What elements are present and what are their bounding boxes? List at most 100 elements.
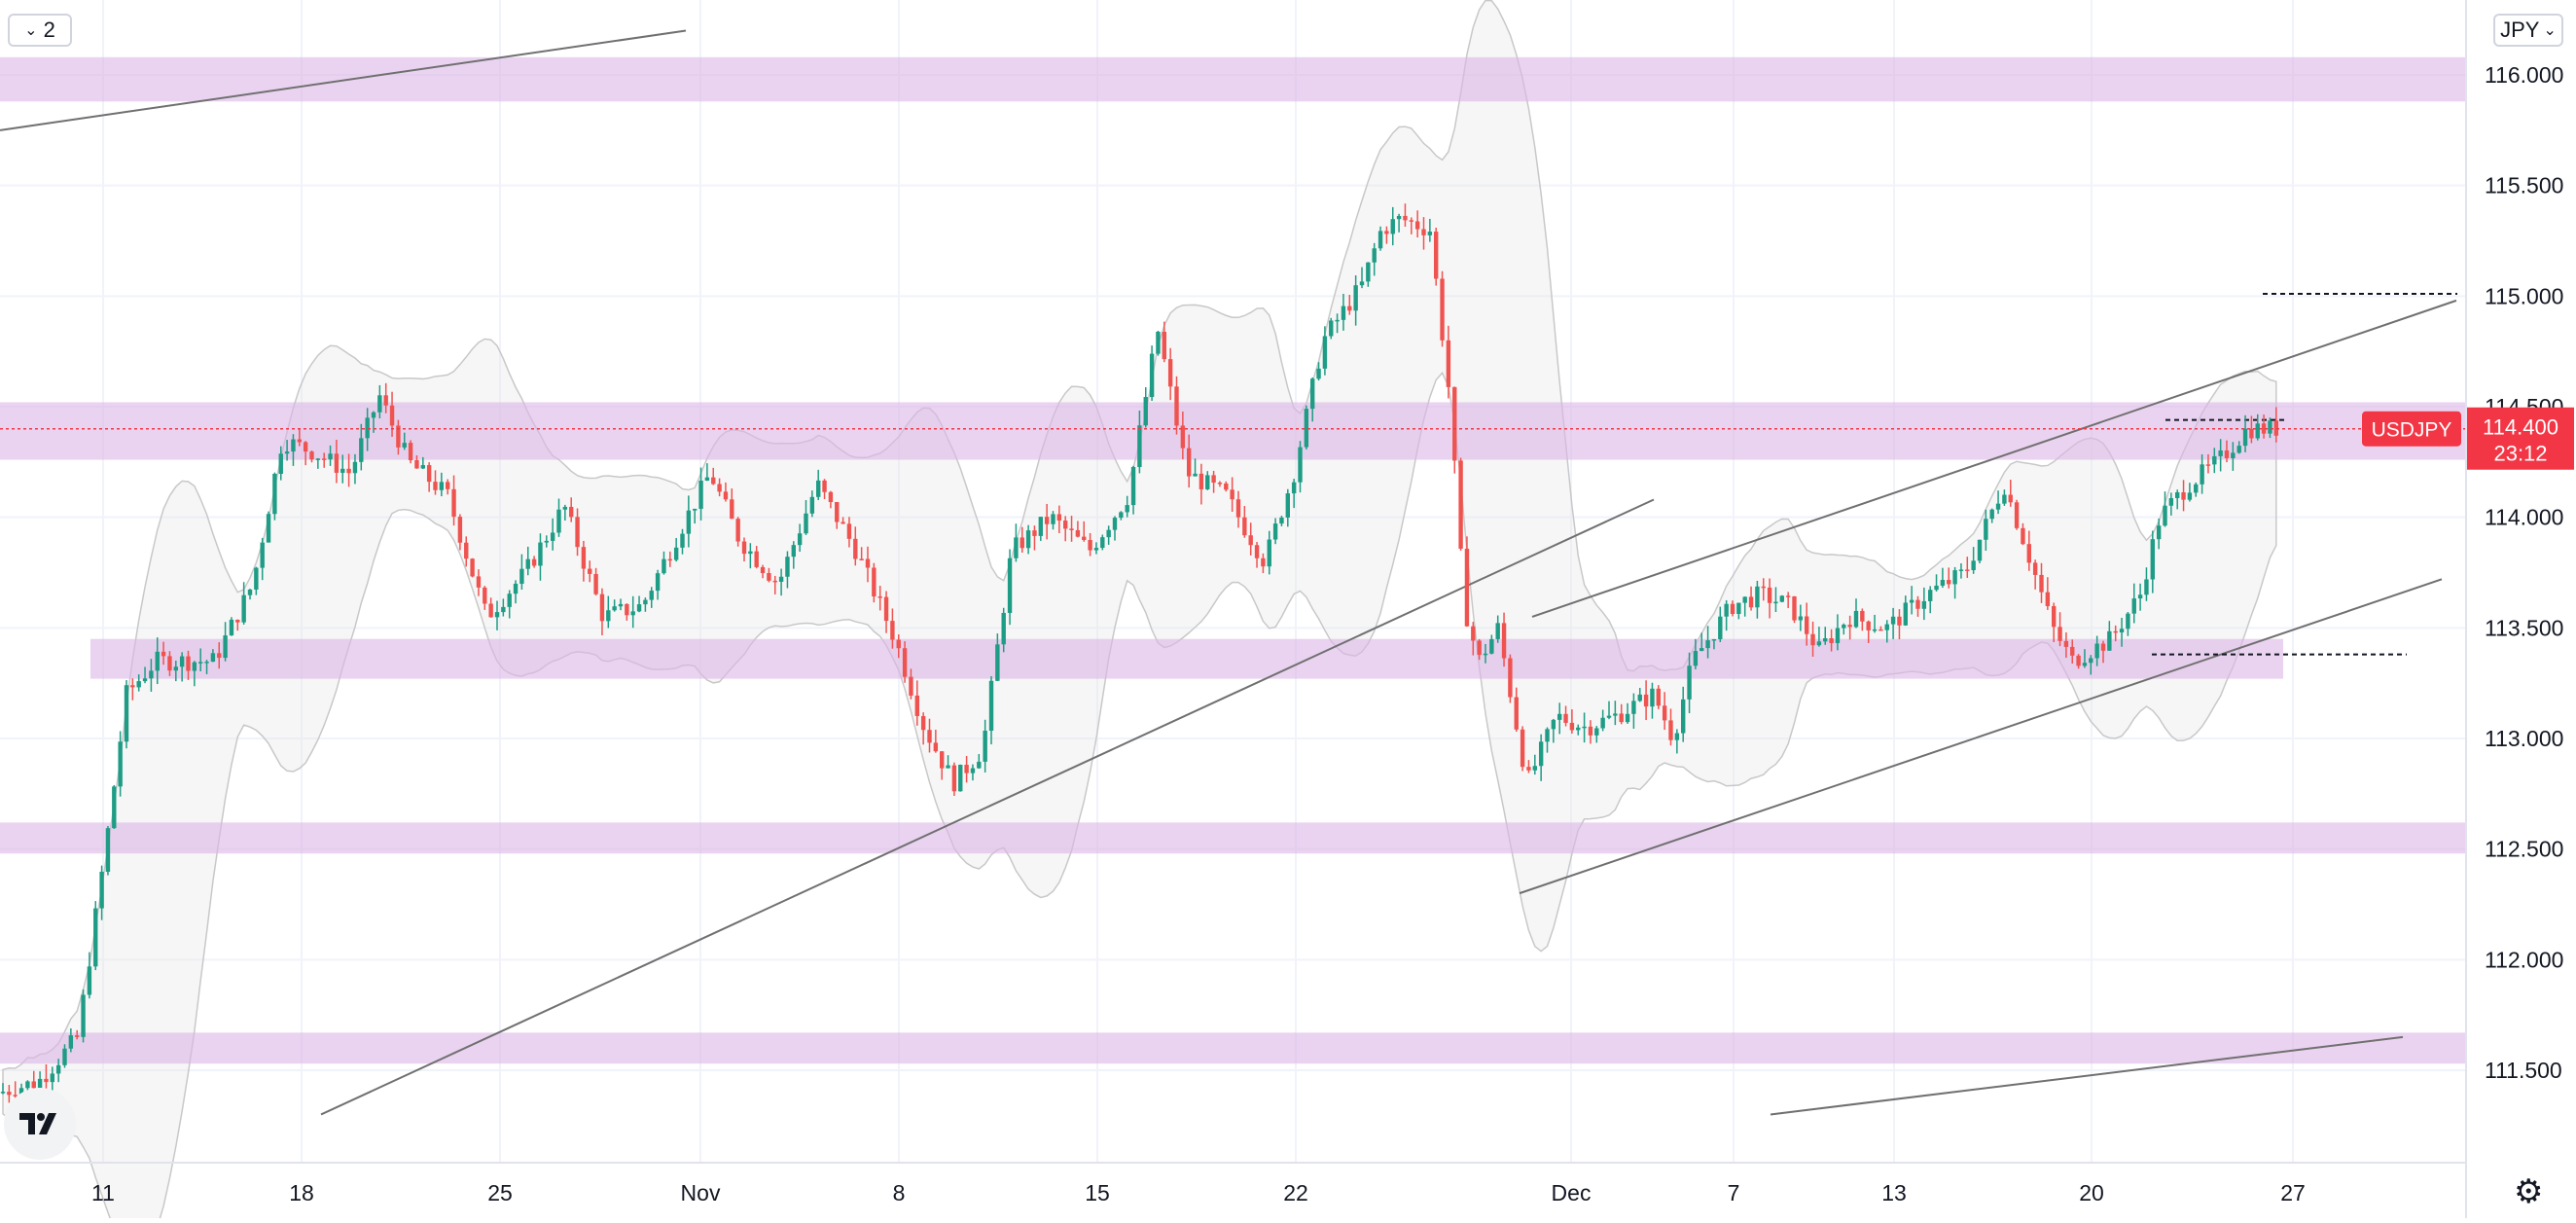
candle-50 bbox=[309, 450, 314, 463]
gear-icon[interactable]: ⚙ bbox=[2514, 1173, 2544, 1210]
interval-button[interactable]: ⌄ 2 bbox=[8, 14, 72, 47]
zone-4[interactable] bbox=[0, 1032, 2465, 1064]
trend-line-2[interactable] bbox=[1519, 578, 2443, 895]
candle-body bbox=[25, 1081, 30, 1089]
candle-56 bbox=[346, 453, 351, 487]
candle-body bbox=[519, 568, 524, 584]
candle-277 bbox=[1711, 638, 1717, 650]
candle-body bbox=[748, 551, 753, 555]
zone-0[interactable] bbox=[0, 56, 2465, 102]
x-tick-label: Dec bbox=[1552, 1180, 1592, 1205]
candle-body bbox=[1193, 473, 1198, 477]
candle-body bbox=[1298, 447, 1303, 483]
candle-294 bbox=[1816, 627, 1822, 647]
zone-2[interactable] bbox=[90, 638, 2283, 679]
candle-198 bbox=[1224, 481, 1229, 492]
candle-12 bbox=[75, 1029, 80, 1040]
candle-body bbox=[2156, 525, 2162, 540]
candle-body bbox=[2052, 605, 2057, 628]
candle-327 bbox=[2021, 522, 2025, 546]
candle-body bbox=[630, 611, 635, 616]
candle-body bbox=[303, 442, 308, 452]
candle-73 bbox=[451, 475, 456, 526]
candle-body bbox=[204, 662, 209, 664]
candle-64 bbox=[396, 419, 401, 455]
candle-365 bbox=[2255, 414, 2260, 441]
candle-body bbox=[1890, 616, 1896, 625]
candle-231 bbox=[1427, 218, 1433, 242]
candle-163 bbox=[1007, 549, 1013, 626]
candle-269 bbox=[1662, 692, 1667, 731]
candle-245 bbox=[1514, 687, 1519, 733]
tradingview-logo-icon[interactable] bbox=[4, 1088, 76, 1160]
candle-270 bbox=[1668, 708, 1673, 746]
candle-40 bbox=[247, 589, 253, 600]
candle-24 bbox=[149, 659, 154, 692]
candle-333 bbox=[2057, 612, 2062, 647]
candle-55 bbox=[340, 454, 345, 484]
y-tick-label: 112.500 bbox=[2485, 837, 2563, 862]
candle-284 bbox=[1755, 580, 1760, 619]
candle-body bbox=[1267, 539, 1271, 567]
candle-body bbox=[1001, 612, 1006, 645]
candle-229 bbox=[1414, 210, 1420, 238]
candle-204 bbox=[1261, 553, 1266, 574]
trend-line-0[interactable] bbox=[0, 29, 687, 131]
candle-173 bbox=[1069, 516, 1074, 542]
candle-222 bbox=[1372, 242, 1377, 276]
chevron-down-icon: ⌄ bbox=[24, 22, 38, 39]
candle-body bbox=[741, 541, 747, 555]
candle-151 bbox=[933, 729, 939, 753]
candle-body bbox=[1329, 320, 1334, 337]
candle-body bbox=[556, 509, 561, 533]
candle-body bbox=[593, 573, 598, 594]
candle-68 bbox=[420, 456, 425, 470]
candle-292 bbox=[1805, 602, 1809, 646]
candle-224 bbox=[1384, 226, 1389, 244]
candle-18 bbox=[112, 784, 117, 829]
candle-body bbox=[717, 484, 722, 492]
zone-1[interactable] bbox=[0, 402, 2465, 460]
candle-180 bbox=[1112, 516, 1118, 541]
candle-54 bbox=[334, 439, 340, 484]
candle-body bbox=[1341, 306, 1346, 320]
candle-259 bbox=[1600, 709, 1605, 732]
currency-button[interactable]: JPY ⌄ bbox=[2493, 14, 2563, 47]
candle-313 bbox=[1934, 574, 1939, 592]
candle-309 bbox=[1909, 586, 1914, 615]
candle-body bbox=[1792, 595, 1797, 621]
candle-217 bbox=[1341, 293, 1346, 331]
candle-body bbox=[2094, 643, 2099, 659]
candle-111 bbox=[686, 495, 692, 548]
candle-body bbox=[1088, 539, 1092, 551]
candle-body bbox=[569, 506, 574, 518]
candle-346 bbox=[2137, 583, 2143, 611]
candle-268 bbox=[1656, 685, 1661, 709]
candle-body bbox=[1989, 509, 1994, 520]
candle-body bbox=[1878, 629, 1883, 631]
trend-line-3[interactable] bbox=[1531, 299, 2457, 618]
candle-body bbox=[872, 567, 877, 597]
candle-116 bbox=[717, 478, 722, 497]
x-tick-label: 25 bbox=[487, 1180, 513, 1205]
candle-39 bbox=[241, 582, 246, 625]
candle-160 bbox=[988, 675, 994, 745]
candle-body bbox=[2249, 428, 2254, 439]
zone-3[interactable] bbox=[0, 822, 2465, 854]
candle-310 bbox=[1915, 595, 1920, 617]
candle-body bbox=[760, 566, 766, 574]
candle-35 bbox=[217, 642, 222, 669]
candle-body bbox=[414, 460, 419, 469]
trend-line-1[interactable] bbox=[320, 498, 1655, 1116]
candle-body bbox=[457, 517, 463, 543]
candle-16 bbox=[99, 865, 104, 920]
candle-101 bbox=[625, 603, 629, 621]
candle-49 bbox=[303, 441, 308, 466]
trend-line-4[interactable] bbox=[1770, 1035, 2404, 1116]
candle-273 bbox=[1687, 652, 1692, 714]
price-axis: 116.000115.500115.000114.500114.000113.5… bbox=[2485, 62, 2563, 1083]
candle-246 bbox=[1520, 726, 1525, 772]
